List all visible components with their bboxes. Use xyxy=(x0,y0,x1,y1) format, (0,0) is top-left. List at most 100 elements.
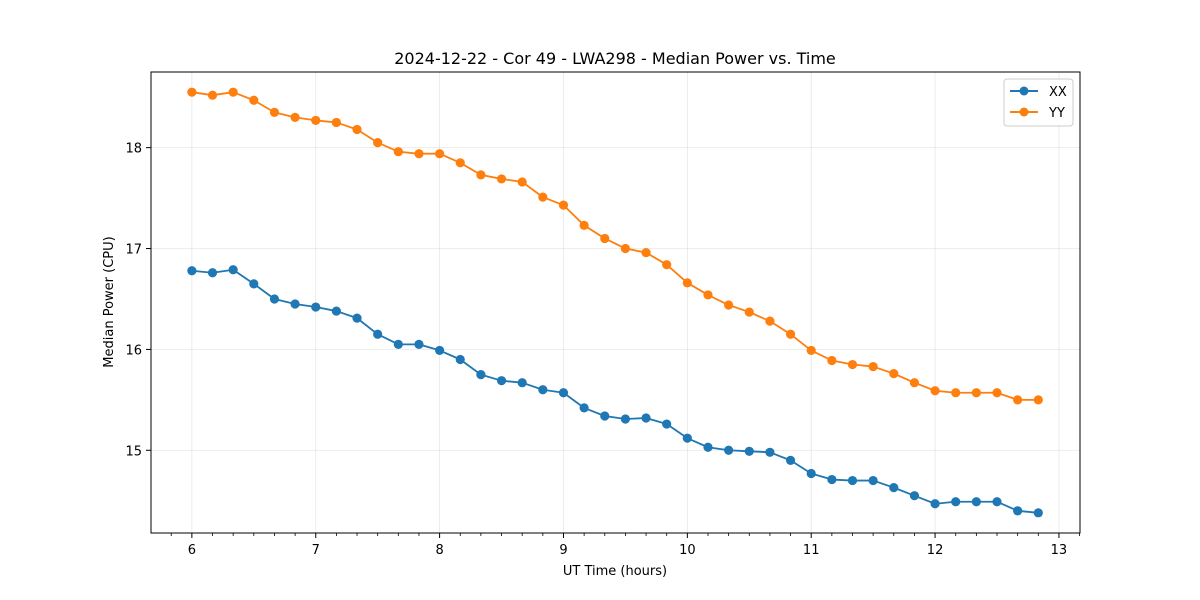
data-point-xx xyxy=(579,403,589,413)
data-point-yy xyxy=(269,107,280,117)
data-point-yy xyxy=(662,260,672,270)
data-point-xx xyxy=(1013,506,1023,516)
data-point-xx xyxy=(703,442,713,452)
legend-marker-xx xyxy=(1019,86,1029,96)
data-point-yy xyxy=(228,87,238,97)
data-point-yy xyxy=(435,149,445,159)
data-point-yy xyxy=(600,233,610,244)
data-point-xx xyxy=(724,445,734,455)
data-point-xx xyxy=(352,313,362,323)
data-point-yy xyxy=(331,117,341,128)
data-point-yy xyxy=(827,355,837,366)
data-point-xx xyxy=(682,433,692,443)
data-point-yy xyxy=(517,177,527,187)
data-point-yy xyxy=(930,386,940,396)
data-point-yy xyxy=(868,361,878,372)
data-point-yy xyxy=(1033,395,1043,405)
series-xx xyxy=(187,265,1043,518)
axis-ticks: 6 7 8 9 10 11 12 13 15 16 17 18 xyxy=(125,142,1080,558)
x-tick-label: 10 xyxy=(679,543,696,558)
data-point-xx xyxy=(889,483,899,493)
data-point-yy xyxy=(909,378,920,388)
data-point-xx xyxy=(847,475,858,486)
data-point-yy xyxy=(641,247,651,258)
data-point-xx xyxy=(971,497,981,507)
data-point-yy xyxy=(724,300,734,310)
data-point-xx xyxy=(765,447,775,457)
x-tick-label: 13 xyxy=(1051,543,1068,558)
data-point-yy xyxy=(455,158,465,168)
data-point-xx xyxy=(868,475,878,486)
data-point-xx xyxy=(662,419,672,429)
data-point-yy xyxy=(682,278,692,288)
data-point-yy xyxy=(311,115,321,126)
data-point-yy xyxy=(187,87,197,97)
data-point-xx xyxy=(269,294,280,304)
data-point-yy xyxy=(579,220,589,230)
y-tick-label: 18 xyxy=(125,142,142,157)
data-point-xx xyxy=(393,339,403,349)
data-point-yy xyxy=(744,307,754,317)
x-tick-label: 11 xyxy=(803,543,820,558)
data-point-xx xyxy=(331,306,341,316)
data-point-yy xyxy=(414,149,424,159)
legend-label-xx: XX xyxy=(1049,85,1067,100)
data-point-xx xyxy=(207,268,218,278)
y-tick-label: 15 xyxy=(125,444,142,459)
data-point-xx xyxy=(249,279,259,289)
data-point-xx xyxy=(641,413,651,423)
data-point-xx xyxy=(785,455,796,465)
series-yy xyxy=(187,87,1043,405)
data-point-xx xyxy=(476,370,486,380)
data-point-xx xyxy=(600,411,610,421)
data-point-xx xyxy=(373,329,383,339)
data-point-xx xyxy=(435,345,445,356)
data-point-yy xyxy=(538,192,548,202)
plot-frame xyxy=(150,71,1081,534)
data-point-yy xyxy=(785,329,796,339)
y-tick-label: 17 xyxy=(125,243,142,258)
data-point-xx xyxy=(558,388,569,398)
data-point-yy xyxy=(290,112,300,122)
data-point-yy xyxy=(703,290,713,300)
data-point-yy xyxy=(558,200,569,210)
data-point-yy xyxy=(476,170,486,180)
chart-title: 2024-12-22 - Cor 49 - LWA298 - Median Po… xyxy=(394,49,836,68)
data-point-yy xyxy=(620,243,631,254)
data-point-xx xyxy=(620,414,631,424)
x-tick-label: 6 xyxy=(188,543,196,558)
legend-marker-yy xyxy=(1019,107,1029,117)
legend: XX YY xyxy=(1003,78,1074,127)
data-point-xx xyxy=(187,266,197,276)
data-point-xx xyxy=(744,446,754,456)
data-point-xx xyxy=(992,497,1002,507)
legend-label-yy: YY xyxy=(1048,106,1065,121)
data-point-xx xyxy=(806,468,816,479)
data-point-xx xyxy=(496,376,507,386)
data-point-xx xyxy=(455,354,465,365)
data-point-xx xyxy=(290,299,300,309)
data-point-yy xyxy=(971,388,981,398)
data-point-xx xyxy=(909,491,920,501)
data-point-xx xyxy=(538,385,548,395)
y-tick-label: 16 xyxy=(125,343,142,358)
data-point-xx xyxy=(517,378,527,388)
data-point-yy xyxy=(806,345,816,356)
y-axis-label: Median Power (CPU) xyxy=(102,236,117,367)
data-point-yy xyxy=(1013,395,1023,405)
series-group xyxy=(187,87,1043,518)
data-point-yy xyxy=(951,388,961,398)
data-point-xx xyxy=(827,474,837,485)
data-point-xx xyxy=(311,302,321,312)
data-point-yy xyxy=(207,90,218,100)
data-point-yy xyxy=(765,316,775,326)
data-point-yy xyxy=(992,388,1002,398)
data-point-yy xyxy=(496,174,507,184)
data-point-xx xyxy=(228,265,238,275)
data-point-xx xyxy=(1033,508,1043,518)
data-point-yy xyxy=(352,124,362,135)
data-point-yy xyxy=(373,138,383,148)
x-tick-label: 9 xyxy=(559,543,567,558)
data-point-xx xyxy=(414,339,424,349)
